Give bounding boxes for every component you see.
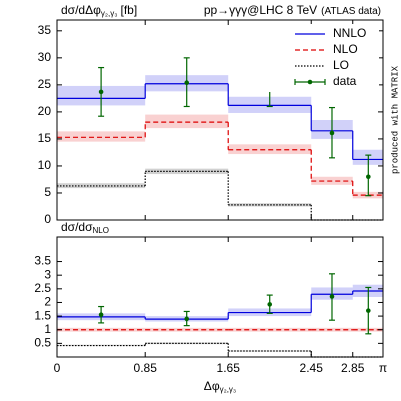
y-axis-label: dσ/dΔφγ₂,γ₃ [fb]: [61, 3, 137, 18]
uncertainty-band: [145, 168, 229, 175]
legend-label: LO: [333, 58, 349, 72]
annotation: produced with MATRIX: [390, 65, 400, 174]
data-point: [366, 174, 371, 180]
plot-frame: [56, 236, 384, 358]
uncertainty-band: [57, 131, 146, 142]
y-tick-label: 20: [38, 104, 52, 118]
x-tick-label: 1.65: [217, 361, 241, 375]
uncertainty-band: [57, 344, 146, 347]
y-tick-label: 0: [44, 212, 51, 226]
data-point: [329, 130, 335, 136]
y-axis-label-main: dσ/dσ: [61, 220, 93, 234]
data-point: [184, 80, 190, 86]
legend-label: NNLO: [333, 26, 366, 40]
y-axis-label: dσ/dσNLO: [61, 220, 109, 235]
x-tick-label: 2.45: [300, 361, 324, 375]
y-axis-label-main: dσ/dΔφ: [61, 3, 101, 17]
subtitle: (ATLAS data): [321, 6, 381, 17]
data-point: [329, 294, 335, 299]
y-axis-label-unit: [fb]: [120, 3, 137, 17]
y-tick-label: 3: [44, 267, 51, 281]
y-tick-label: 1.5: [34, 308, 51, 322]
data-point: [267, 302, 273, 307]
uncertainty-band: [57, 183, 146, 189]
y-tick-label: 1: [44, 322, 51, 336]
y-tick-label: 30: [38, 50, 52, 64]
uncertainty-band: [228, 350, 312, 352]
panel: [57, 273, 383, 358]
y-tick-label: 25: [38, 77, 52, 91]
legend-box: [255, 24, 379, 92]
x-tick-label: 2.85: [341, 361, 365, 375]
x-axis-label-sub: γ₂,γ₃: [220, 385, 237, 394]
uncertainty-band: [145, 342, 229, 345]
x-axis-label-main: Δφ: [204, 379, 220, 393]
title: pp→γγγ@LHC 8 TeV: [204, 3, 317, 17]
y-tick-label: 0.5: [34, 336, 51, 350]
data-point: [98, 312, 104, 318]
legend-label: NLO: [333, 42, 358, 56]
legend-label: data: [333, 74, 357, 88]
x-axis-label: Δφγ₂,γ₃: [204, 379, 236, 394]
y-tick-label: 2.5: [34, 281, 51, 295]
y-tick-label: 5: [44, 185, 51, 199]
y-tick-label: 10: [38, 158, 52, 172]
uncertainty-band: [228, 203, 312, 207]
legend-swatch: [307, 79, 313, 85]
y-tick-label: 2: [44, 295, 51, 309]
x-tick-label: π: [379, 361, 387, 375]
y-axis-label-sub: γ₂,γ₃: [101, 9, 118, 18]
data-point: [184, 316, 190, 322]
panel: [57, 57, 383, 221]
data-point: [366, 308, 371, 313]
plot-frame: [56, 19, 384, 221]
data-point: [98, 89, 104, 95]
y-tick-label: 3.5: [34, 254, 51, 268]
x-tick-label: 0: [54, 361, 61, 375]
x-tick-label: 0.85: [134, 361, 158, 375]
y-tick-label: 15: [38, 131, 52, 145]
uncertainty-band: [145, 114, 229, 129]
y-tick-label: 35: [38, 23, 52, 37]
y-axis-label-sub: NLO: [93, 226, 109, 235]
chart-title: pp→γγγ@LHC 8 TeV (ATLAS data): [204, 3, 381, 17]
